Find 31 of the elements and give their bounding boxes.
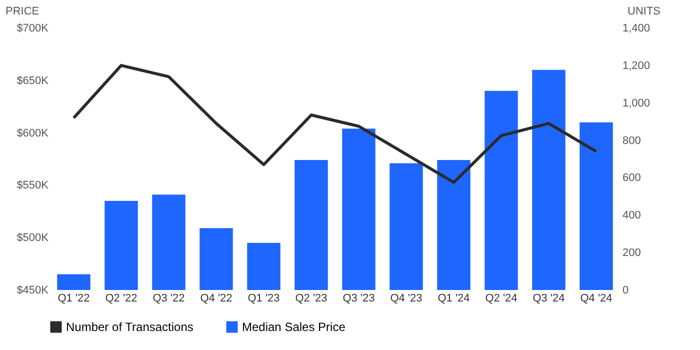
- x-tick-label: Q4 '22: [200, 292, 232, 304]
- x-tick-label: Q2 '24: [485, 292, 518, 304]
- y2-tick-label: 200: [622, 247, 641, 260]
- y2-tick-label: 600: [622, 172, 641, 184]
- y-axis-title: PRICE: [6, 6, 40, 18]
- x-tick-label: Q3 '22: [152, 292, 185, 304]
- y2-tick-label: 800: [622, 134, 641, 147]
- x-tick-label: Q4 '24: [580, 292, 612, 304]
- y-tick-label: $650K: [16, 74, 50, 87]
- y2-axis-title: UNITS: [628, 6, 660, 18]
- y-tick-label: $700K: [16, 22, 50, 34]
- y2-tick-label: 400: [622, 210, 641, 222]
- y2-tick-label: 1,200: [622, 60, 650, 72]
- x-tick-label: Q2 '22: [105, 292, 138, 304]
- y2-tick-label: 1,400: [622, 22, 650, 34]
- legend-label: Number of Transactions: [66, 320, 194, 334]
- line-series: [72, 64, 598, 184]
- x-tick-label: Q1 '24: [438, 292, 470, 304]
- y-tick-label: $600K: [16, 127, 50, 140]
- legend-label: Median Sales Price: [242, 320, 346, 334]
- x-tick-label: Q1 '22: [58, 292, 90, 304]
- x-tick-label: Q1 '23: [248, 292, 280, 304]
- x-tick-label: Q4 '23: [390, 292, 422, 304]
- y2-tick-label: 0: [622, 284, 629, 296]
- y-tick-label: $550K: [16, 180, 50, 192]
- y2-tick-label: 1,000: [622, 97, 650, 110]
- x-tick-label: Q3 '24: [532, 292, 565, 304]
- y-tick-label: $500K: [16, 232, 50, 244]
- y-tick-label: $450K: [16, 284, 50, 296]
- x-tick-label: Q3 '23: [342, 292, 375, 304]
- x-tick-label: Q2 '23: [295, 292, 328, 304]
